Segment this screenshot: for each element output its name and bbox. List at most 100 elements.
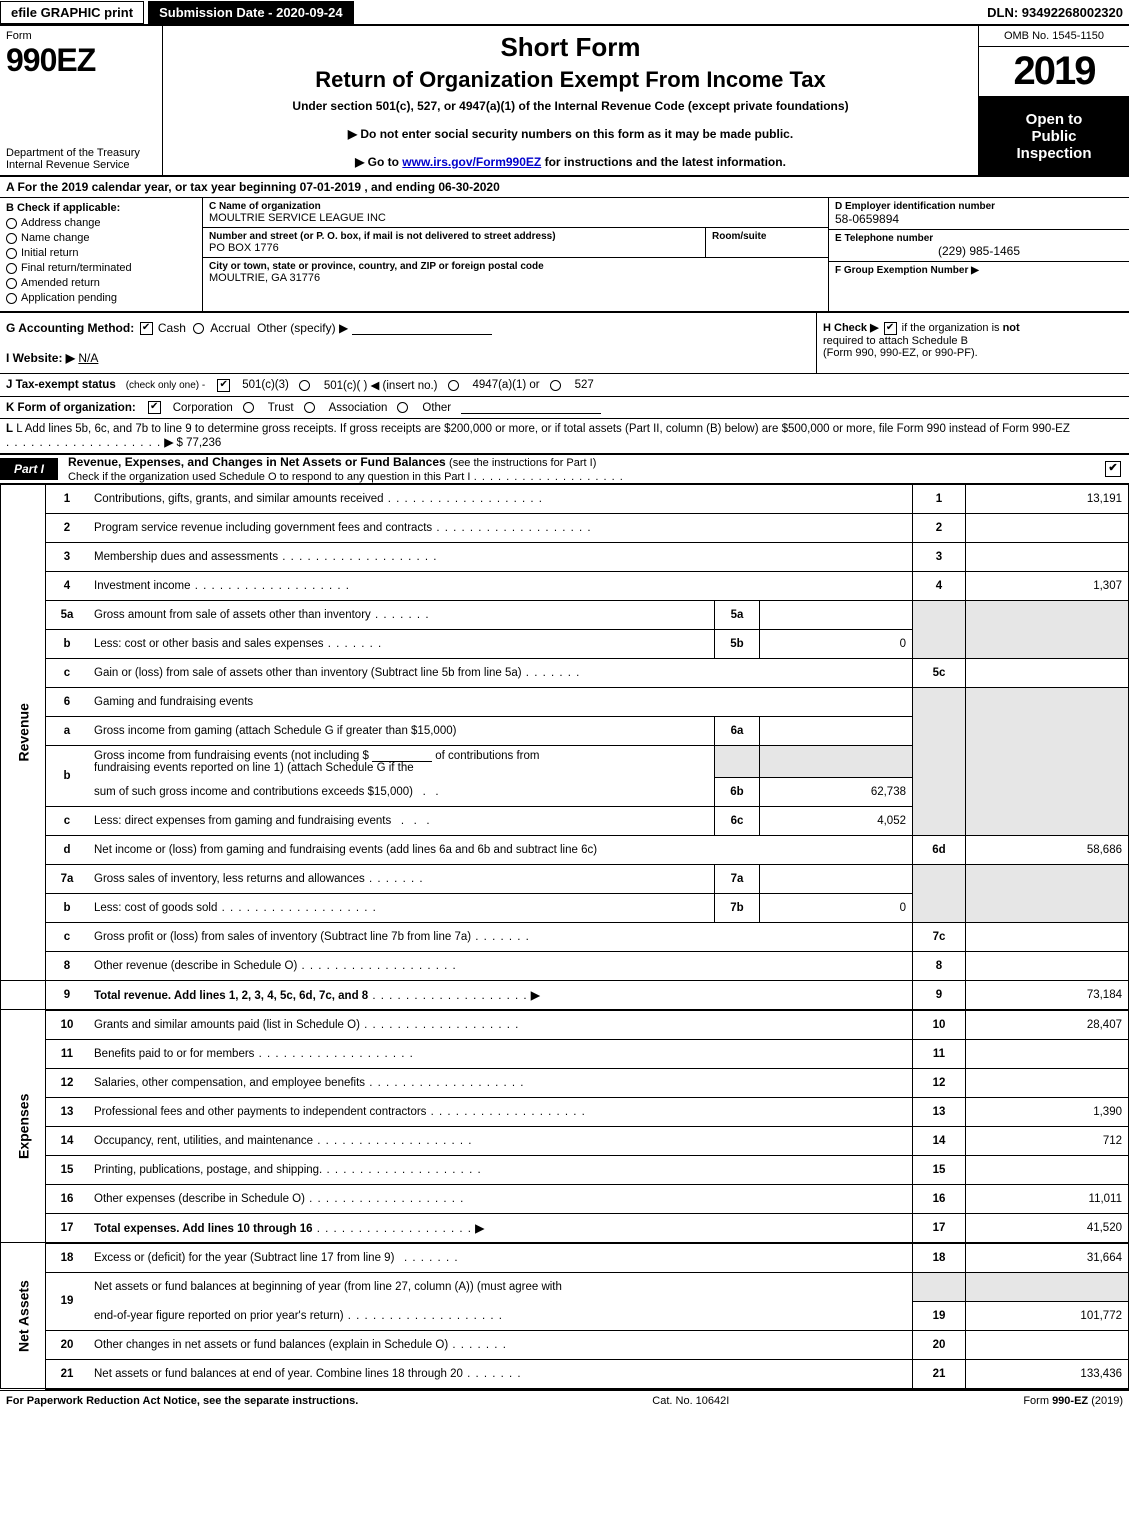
row-17-rno: 17 [913,1213,966,1243]
footer-left: For Paperwork Reduction Act Notice, see … [6,1395,358,1407]
row-17-desc: Total expenses. Add lines 10 through 16 [94,1223,313,1235]
row-21-amt: 133,436 [966,1359,1129,1389]
row-6c-mamt: 4,052 [760,806,913,835]
g-chk-cash[interactable] [140,322,153,335]
efile-print-button[interactable]: efile GRAPHIC print [0,1,144,24]
k-chk-assoc[interactable] [304,402,315,413]
row-6b-desc1: Gross income from fundraising events (no… [94,750,369,762]
h-not: not [1003,322,1020,334]
g-opt-1: Accrual [210,321,250,335]
row-7a-desc: Gross sales of inventory, less returns a… [94,873,365,885]
omb-number: OMB No. 1545-1150 [979,26,1129,47]
row-5b-mamt: 0 [760,630,913,659]
chk-application-pending[interactable] [6,293,17,304]
chk-amended-return[interactable] [6,278,17,289]
k-other-blank[interactable] [461,401,601,414]
row-14: 14 Occupancy, rent, utilities, and maint… [1,1126,1129,1155]
dept-line-2: Internal Revenue Service [6,159,156,171]
j-chk-527[interactable] [550,380,561,391]
k-label: K Form of organization: [6,402,136,414]
part-1-tag: Part I [0,458,58,480]
line-gh-row: G Accounting Method: Cash Accrual Other … [0,313,1129,374]
row-15: 15 Printing, publications, postage, and … [1,1155,1129,1184]
inspection-2: Public [979,128,1129,145]
l-arrow: ▶ [164,437,173,449]
f-label: F Group Exemption Number ▶ [835,265,1123,276]
chk-name-change[interactable] [6,233,17,244]
j-opt-2: 4947(a)(1) or [473,379,540,391]
b-opt-3: Final return/terminated [21,262,132,274]
row-6d-rno: 6d [913,835,966,864]
row-7b-mno: 7b [715,893,760,922]
row-2-amt [966,514,1129,543]
j-hint: (check only one) - [126,380,205,391]
k-chk-other[interactable] [397,402,408,413]
j-chk-501c3[interactable] [217,379,230,392]
row-10-rno: 10 [913,1010,966,1040]
header-left: Form 990EZ Department of the Treasury In… [0,26,163,175]
row-12: 12 Salaries, other compensation, and emp… [1,1068,1129,1097]
tax-year: 2019 [979,47,1129,97]
side-netassets: Net Assets [1,1243,46,1389]
row-6b-desc-mid: of contributions from [435,750,539,762]
row-16-amt: 11,011 [966,1184,1129,1213]
row-11-desc: Benefits paid to or for members [94,1048,254,1060]
irs-link[interactable]: www.irs.gov/Form990EZ [402,155,541,169]
j-chk-4947[interactable] [448,380,459,391]
dept-line-1: Department of the Treasury [6,147,156,159]
note-link: ▶ Go to www.irs.gov/Form990EZ for instru… [173,155,968,169]
chk-final-return[interactable] [6,263,17,274]
row-7a: 7a Gross sales of inventory, less return… [1,864,1129,893]
chk-address-change[interactable] [6,218,17,229]
row-6a-mamt [760,717,913,746]
row-16-desc: Other expenses (describe in Schedule O) [94,1193,305,1205]
subtitle: Under section 501(c), 527, or 4947(a)(1)… [173,99,968,113]
part-1-table: Revenue 1 Contributions, gifts, grants, … [0,484,1129,1390]
line-l: L L Add lines 5b, 6c, and 7b to line 9 t… [0,419,1129,453]
line-g: G Accounting Method: Cash Accrual Other … [0,313,816,373]
d-label: D Employer identification number [835,201,1123,212]
row-18-desc: Excess or (deficit) for the year (Subtra… [94,1252,394,1264]
c-city-label: City or town, state or province, country… [209,261,822,272]
row-5a: 5a Gross amount from sale of assets othe… [1,601,1129,630]
row-6c-desc: Less: direct expenses from gaming and fu… [94,815,391,827]
part-1-schedule-o-checkbox[interactable] [1105,461,1121,477]
footer-center: Cat. No. 10642I [652,1395,729,1407]
k-chk-trust[interactable] [243,402,254,413]
k-opt-0: Corporation [173,402,233,414]
row-6-desc: Gaming and fundraising events [88,688,913,717]
row-6b-mamt: 62,738 [760,777,913,806]
row-15-rno: 15 [913,1155,966,1184]
g-other-blank[interactable] [352,322,492,335]
row-6b-blank[interactable] [372,749,432,762]
row-5a-desc: Gross amount from sale of assets other t… [94,609,371,621]
row-13-desc: Professional fees and other payments to … [94,1106,426,1118]
row-6b-desc3: sum of such gross income and contributio… [94,786,413,798]
k-chk-corp[interactable] [148,401,161,414]
j-chk-501c[interactable] [299,380,310,391]
row-15-desc: Printing, publications, postage, and shi… [94,1164,322,1176]
line-j: J Tax-exempt status (check only one) - 5… [0,374,1129,397]
g-chk-accrual[interactable] [193,323,204,334]
row-16-rno: 16 [913,1184,966,1213]
page-footer: For Paperwork Reduction Act Notice, see … [0,1390,1129,1411]
chk-initial-return[interactable] [6,248,17,259]
row-15-amt [966,1155,1129,1184]
submission-date-button[interactable]: Submission Date - 2020-09-24 [148,1,354,24]
row-8-amt [966,951,1129,980]
form-word: Form [6,30,156,42]
row-6b-mno: 6b [715,777,760,806]
j-opt-0: 501(c)(3) [242,379,289,391]
row-6b-desc2: fundraising events reported on line 1) (… [94,762,414,774]
line-h: H Check ▶ if the organization is not req… [816,313,1129,373]
g-opt-2: Other (specify) ▶ [257,321,348,335]
row-3: 3 Membership dues and assessments 3 [1,543,1129,572]
c-city-value: MOULTRIE, GA 31776 [209,272,822,284]
row-20-desc: Other changes in net assets or fund bala… [94,1339,448,1351]
h-checkbox[interactable] [884,322,897,335]
row-11-amt [966,1039,1129,1068]
row-5c-amt [966,659,1129,688]
row-1-no: 1 [46,485,89,514]
header-center: Short Form Return of Organization Exempt… [163,26,979,175]
row-6: 6 Gaming and fundraising events [1,688,1129,717]
